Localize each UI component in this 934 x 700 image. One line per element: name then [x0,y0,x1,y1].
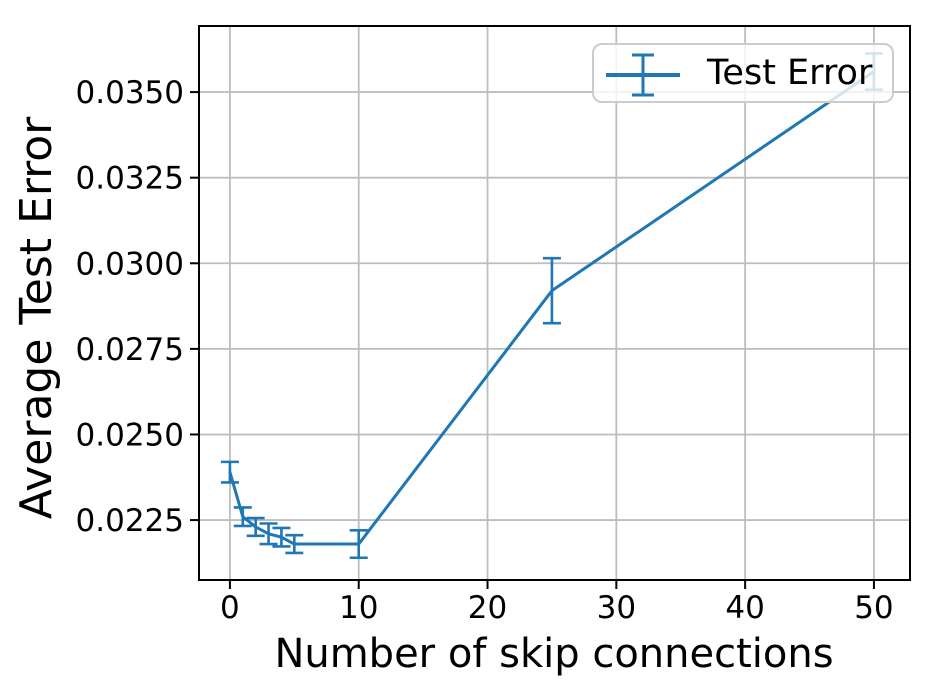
plot-border [198,25,911,581]
y-axis-label: Average Test Error [11,116,62,520]
x-tick-label: 20 [468,590,507,626]
data-line [228,70,876,546]
x-axis-label: Number of skip connections [274,631,834,677]
x-tick-label: 30 [597,590,636,626]
y-tick-label: 0.0350 [76,75,184,111]
legend-label: Test Error [707,52,873,93]
errorbar-legend-symbol-icon [606,53,680,97]
x-tick-label: 0 [220,590,240,626]
x-tick-label: 10 [339,590,378,626]
y-tick-label: 0.0300 [76,246,184,282]
y-tick-label: 0.0225 [76,503,184,539]
x-tick-label: 50 [854,590,893,626]
x-tick-label: 40 [725,590,764,626]
y-tick-label: 0.0325 [76,161,184,197]
legend: Test Error [592,43,894,103]
y-tick-label: 0.0250 [76,417,184,453]
y-tick-label: 0.0275 [76,332,184,368]
